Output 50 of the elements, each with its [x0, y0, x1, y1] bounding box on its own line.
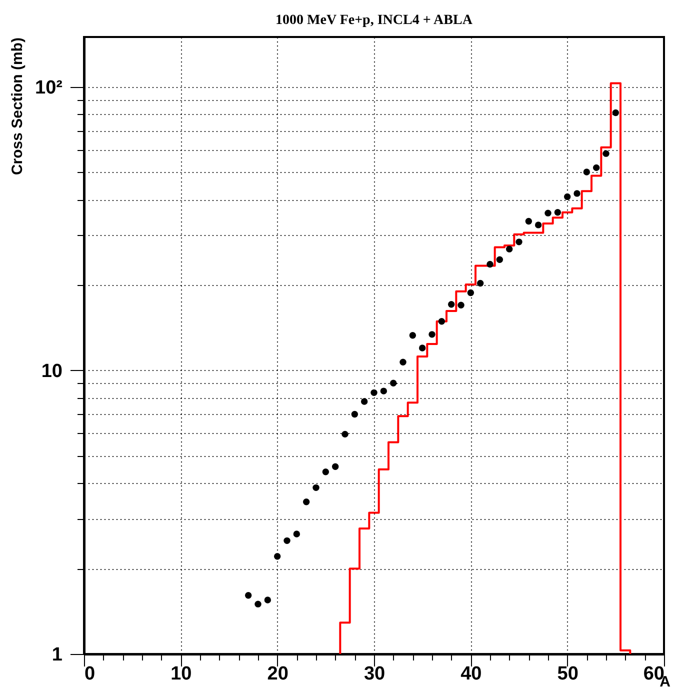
point — [516, 238, 522, 246]
x-tick-label: 10 — [170, 664, 192, 684]
point — [302, 498, 310, 506]
point — [332, 463, 339, 470]
point — [564, 193, 571, 200]
point — [293, 530, 300, 538]
point — [506, 246, 513, 252]
x-tick-label: 50 — [557, 664, 578, 684]
point — [360, 398, 368, 405]
point — [448, 301, 455, 308]
point — [458, 302, 464, 308]
point — [544, 210, 552, 216]
point — [254, 600, 262, 608]
point — [428, 331, 436, 338]
point — [592, 164, 600, 172]
point — [400, 358, 406, 366]
point — [342, 430, 348, 438]
point — [390, 380, 397, 387]
point — [554, 209, 562, 216]
point — [409, 332, 416, 339]
point — [380, 388, 388, 394]
point — [602, 150, 610, 157]
point — [525, 218, 532, 225]
point — [476, 280, 484, 287]
point — [312, 484, 320, 492]
point — [486, 260, 494, 268]
x-tick-label: 30 — [364, 664, 386, 684]
point — [583, 168, 590, 176]
x-tick-label: 40 — [460, 664, 482, 684]
point — [322, 468, 330, 476]
point — [496, 256, 504, 263]
point — [370, 389, 378, 396]
x-tick-label: 20 — [267, 664, 288, 684]
point — [467, 289, 474, 296]
point — [284, 537, 290, 544]
point — [264, 596, 272, 604]
x-tick-label: 0 — [84, 664, 96, 684]
y-tick-label: 10 — [41, 360, 62, 382]
point — [438, 318, 446, 325]
point — [244, 592, 252, 599]
point — [418, 344, 426, 352]
y-tick-label: 10² — [35, 77, 62, 98]
point — [274, 553, 281, 560]
point — [351, 410, 358, 418]
point — [534, 222, 542, 228]
chart-title: 1000 MeV Fe+p, INCL4 + ABLA — [276, 13, 474, 28]
point — [612, 109, 620, 116]
point — [574, 190, 580, 197]
y-tick-label: 1 — [52, 644, 63, 666]
y-axis-title: Cross Section (mb) — [9, 38, 26, 176]
